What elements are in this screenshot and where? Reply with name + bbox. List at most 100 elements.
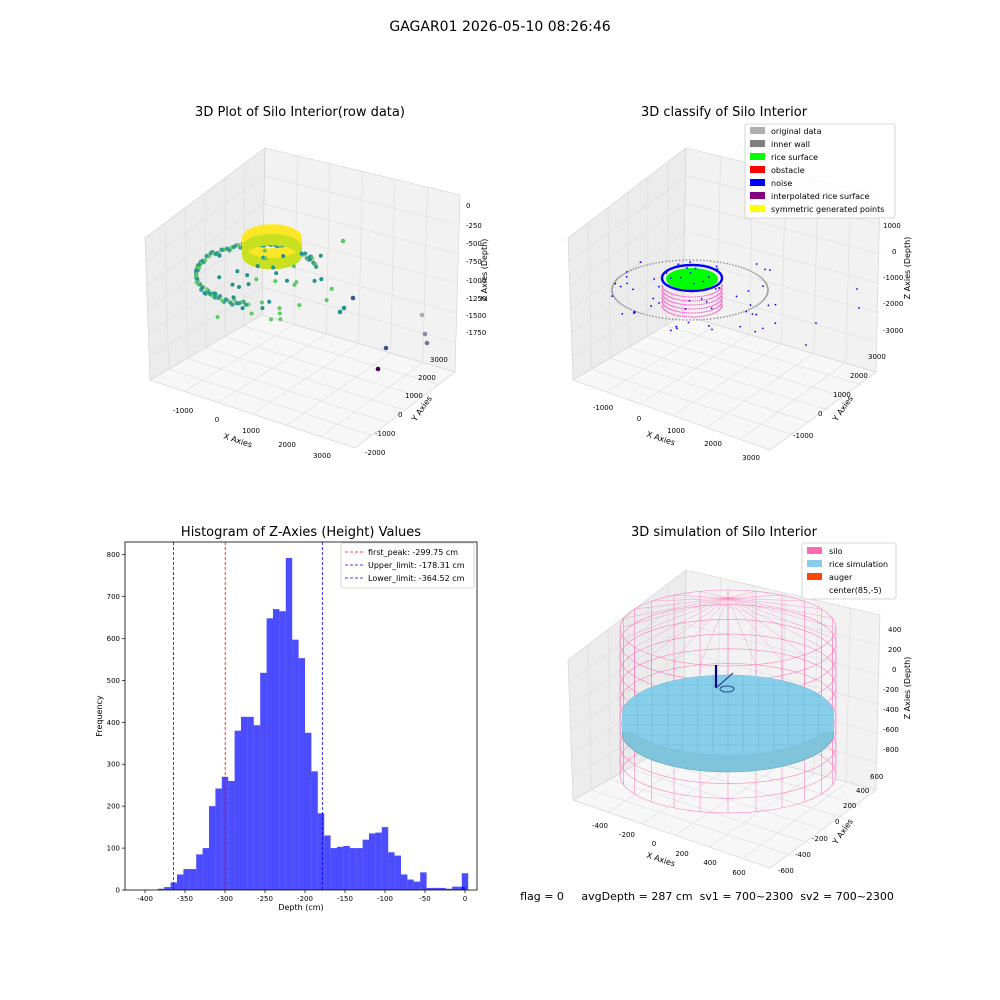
cls-noise-point xyxy=(639,261,642,264)
classify-grid xyxy=(568,155,883,437)
raw-point xyxy=(314,264,319,269)
raw-point xyxy=(312,278,317,283)
hist-y-tick-label: 0 xyxy=(116,887,120,895)
cls-original-point xyxy=(617,300,620,303)
cls-original-point xyxy=(664,260,667,263)
cls-interp-point xyxy=(698,307,701,310)
grid-line xyxy=(685,286,879,343)
cls-interp-point xyxy=(716,294,719,297)
cls-interp-point xyxy=(661,289,663,291)
raw-z-tick: -750 xyxy=(466,258,482,266)
cls-interp-point xyxy=(691,304,693,306)
cls-interp-point xyxy=(710,293,712,295)
cls-interp-point xyxy=(693,300,695,302)
cls-interp-point xyxy=(700,295,702,298)
cls-original-point xyxy=(719,261,722,264)
cls-interp-point xyxy=(695,304,697,306)
cls-original-point xyxy=(759,302,762,304)
sim-z-tick: 200 xyxy=(888,646,901,654)
cls-interp-point xyxy=(698,311,701,314)
grid-line xyxy=(572,286,686,357)
hist-bar xyxy=(330,848,337,890)
legend-swatch xyxy=(750,127,765,134)
cls-noise-point xyxy=(676,327,678,330)
cls-interp-point xyxy=(672,305,674,307)
silo-roof-line xyxy=(651,597,729,602)
silo-roof-line xyxy=(727,597,783,662)
raw-point xyxy=(238,245,243,250)
raw-point xyxy=(341,305,347,311)
cls-interp-point xyxy=(687,304,689,306)
cls-noise-point xyxy=(751,313,754,315)
hist-bar xyxy=(388,852,395,890)
cls-interp-point xyxy=(673,294,676,296)
raw-point xyxy=(204,287,210,292)
cls-interp-point xyxy=(705,310,708,313)
cls-original-point xyxy=(618,302,621,304)
hist-bar xyxy=(433,887,440,890)
cls-interp-point xyxy=(716,302,719,305)
cls-interp-point xyxy=(696,308,699,310)
cls-interp-point xyxy=(710,301,712,303)
cls-interp-point xyxy=(711,301,714,303)
hist-bar xyxy=(381,827,389,890)
silo-roof-line xyxy=(651,597,729,656)
cls-interp-point xyxy=(711,293,714,295)
grid-line xyxy=(743,362,847,437)
cls-interp-point xyxy=(670,297,673,299)
cls-interp-point xyxy=(716,306,719,309)
hist-bar xyxy=(362,839,369,890)
cls-original-point xyxy=(766,286,769,289)
hist-y-ticks: 0 100 200 300 400 500 600 700 800 xyxy=(107,551,125,895)
sim-y-tick: -200 xyxy=(812,835,828,843)
cls-interp-point xyxy=(714,295,716,298)
cls-interp-point xyxy=(716,310,719,313)
sim-z-tick: 400 xyxy=(888,626,901,634)
sim-x-tick: 200 xyxy=(675,850,688,858)
hist-x-label: Depth (cm) xyxy=(278,903,323,912)
cls-original-point xyxy=(752,306,755,309)
cls-interp-point xyxy=(680,299,682,301)
cls-interp-point xyxy=(713,308,715,310)
hist-bar xyxy=(413,881,421,890)
sim-y-tick: -400 xyxy=(795,851,811,859)
cls-z-tick: -3000 xyxy=(883,327,903,335)
cls-interp-point xyxy=(678,315,680,317)
raw-z-tick: -500 xyxy=(466,240,482,248)
cls-interp-point xyxy=(675,294,677,296)
cls-original-point xyxy=(729,314,731,317)
cls-original-point xyxy=(737,265,740,268)
raw-point xyxy=(263,256,268,261)
cls-interp-point xyxy=(667,295,669,297)
cls-interp-point xyxy=(695,296,697,298)
cls-original-point xyxy=(624,272,626,275)
auger-arm xyxy=(715,672,734,689)
hist-x-tick-label: -300 xyxy=(217,895,233,903)
legend-swatch xyxy=(807,573,822,580)
legend-label: interpolated rice surface xyxy=(771,192,869,201)
cls-noise-point xyxy=(716,268,719,270)
cls-original-point xyxy=(671,318,674,321)
hist-bars xyxy=(157,557,469,890)
raw-point xyxy=(267,241,271,246)
cls-interp-point xyxy=(707,310,709,312)
hist-x-tick-label: -400 xyxy=(137,895,153,903)
cls-original-point xyxy=(703,318,705,321)
cls-original-point xyxy=(713,260,716,263)
cls-noise-point xyxy=(669,277,672,280)
cls-original-point xyxy=(709,260,712,262)
cls-noise-point xyxy=(745,310,748,313)
cls-noise-point xyxy=(749,304,752,306)
cls-noise-point xyxy=(658,302,660,304)
cls-original-point xyxy=(745,268,748,271)
cls-interp-point xyxy=(680,295,682,297)
cls-interp-point xyxy=(695,300,697,302)
cls-interp-point xyxy=(667,307,669,309)
cls-original-point xyxy=(713,317,716,320)
cls-interp-point xyxy=(708,302,711,304)
cls-interp-point xyxy=(693,308,695,310)
raw-point-cloud xyxy=(193,224,430,372)
cls-interp-point xyxy=(667,299,669,301)
cls-interp-point xyxy=(683,311,686,314)
cls-interp-point xyxy=(680,315,682,317)
